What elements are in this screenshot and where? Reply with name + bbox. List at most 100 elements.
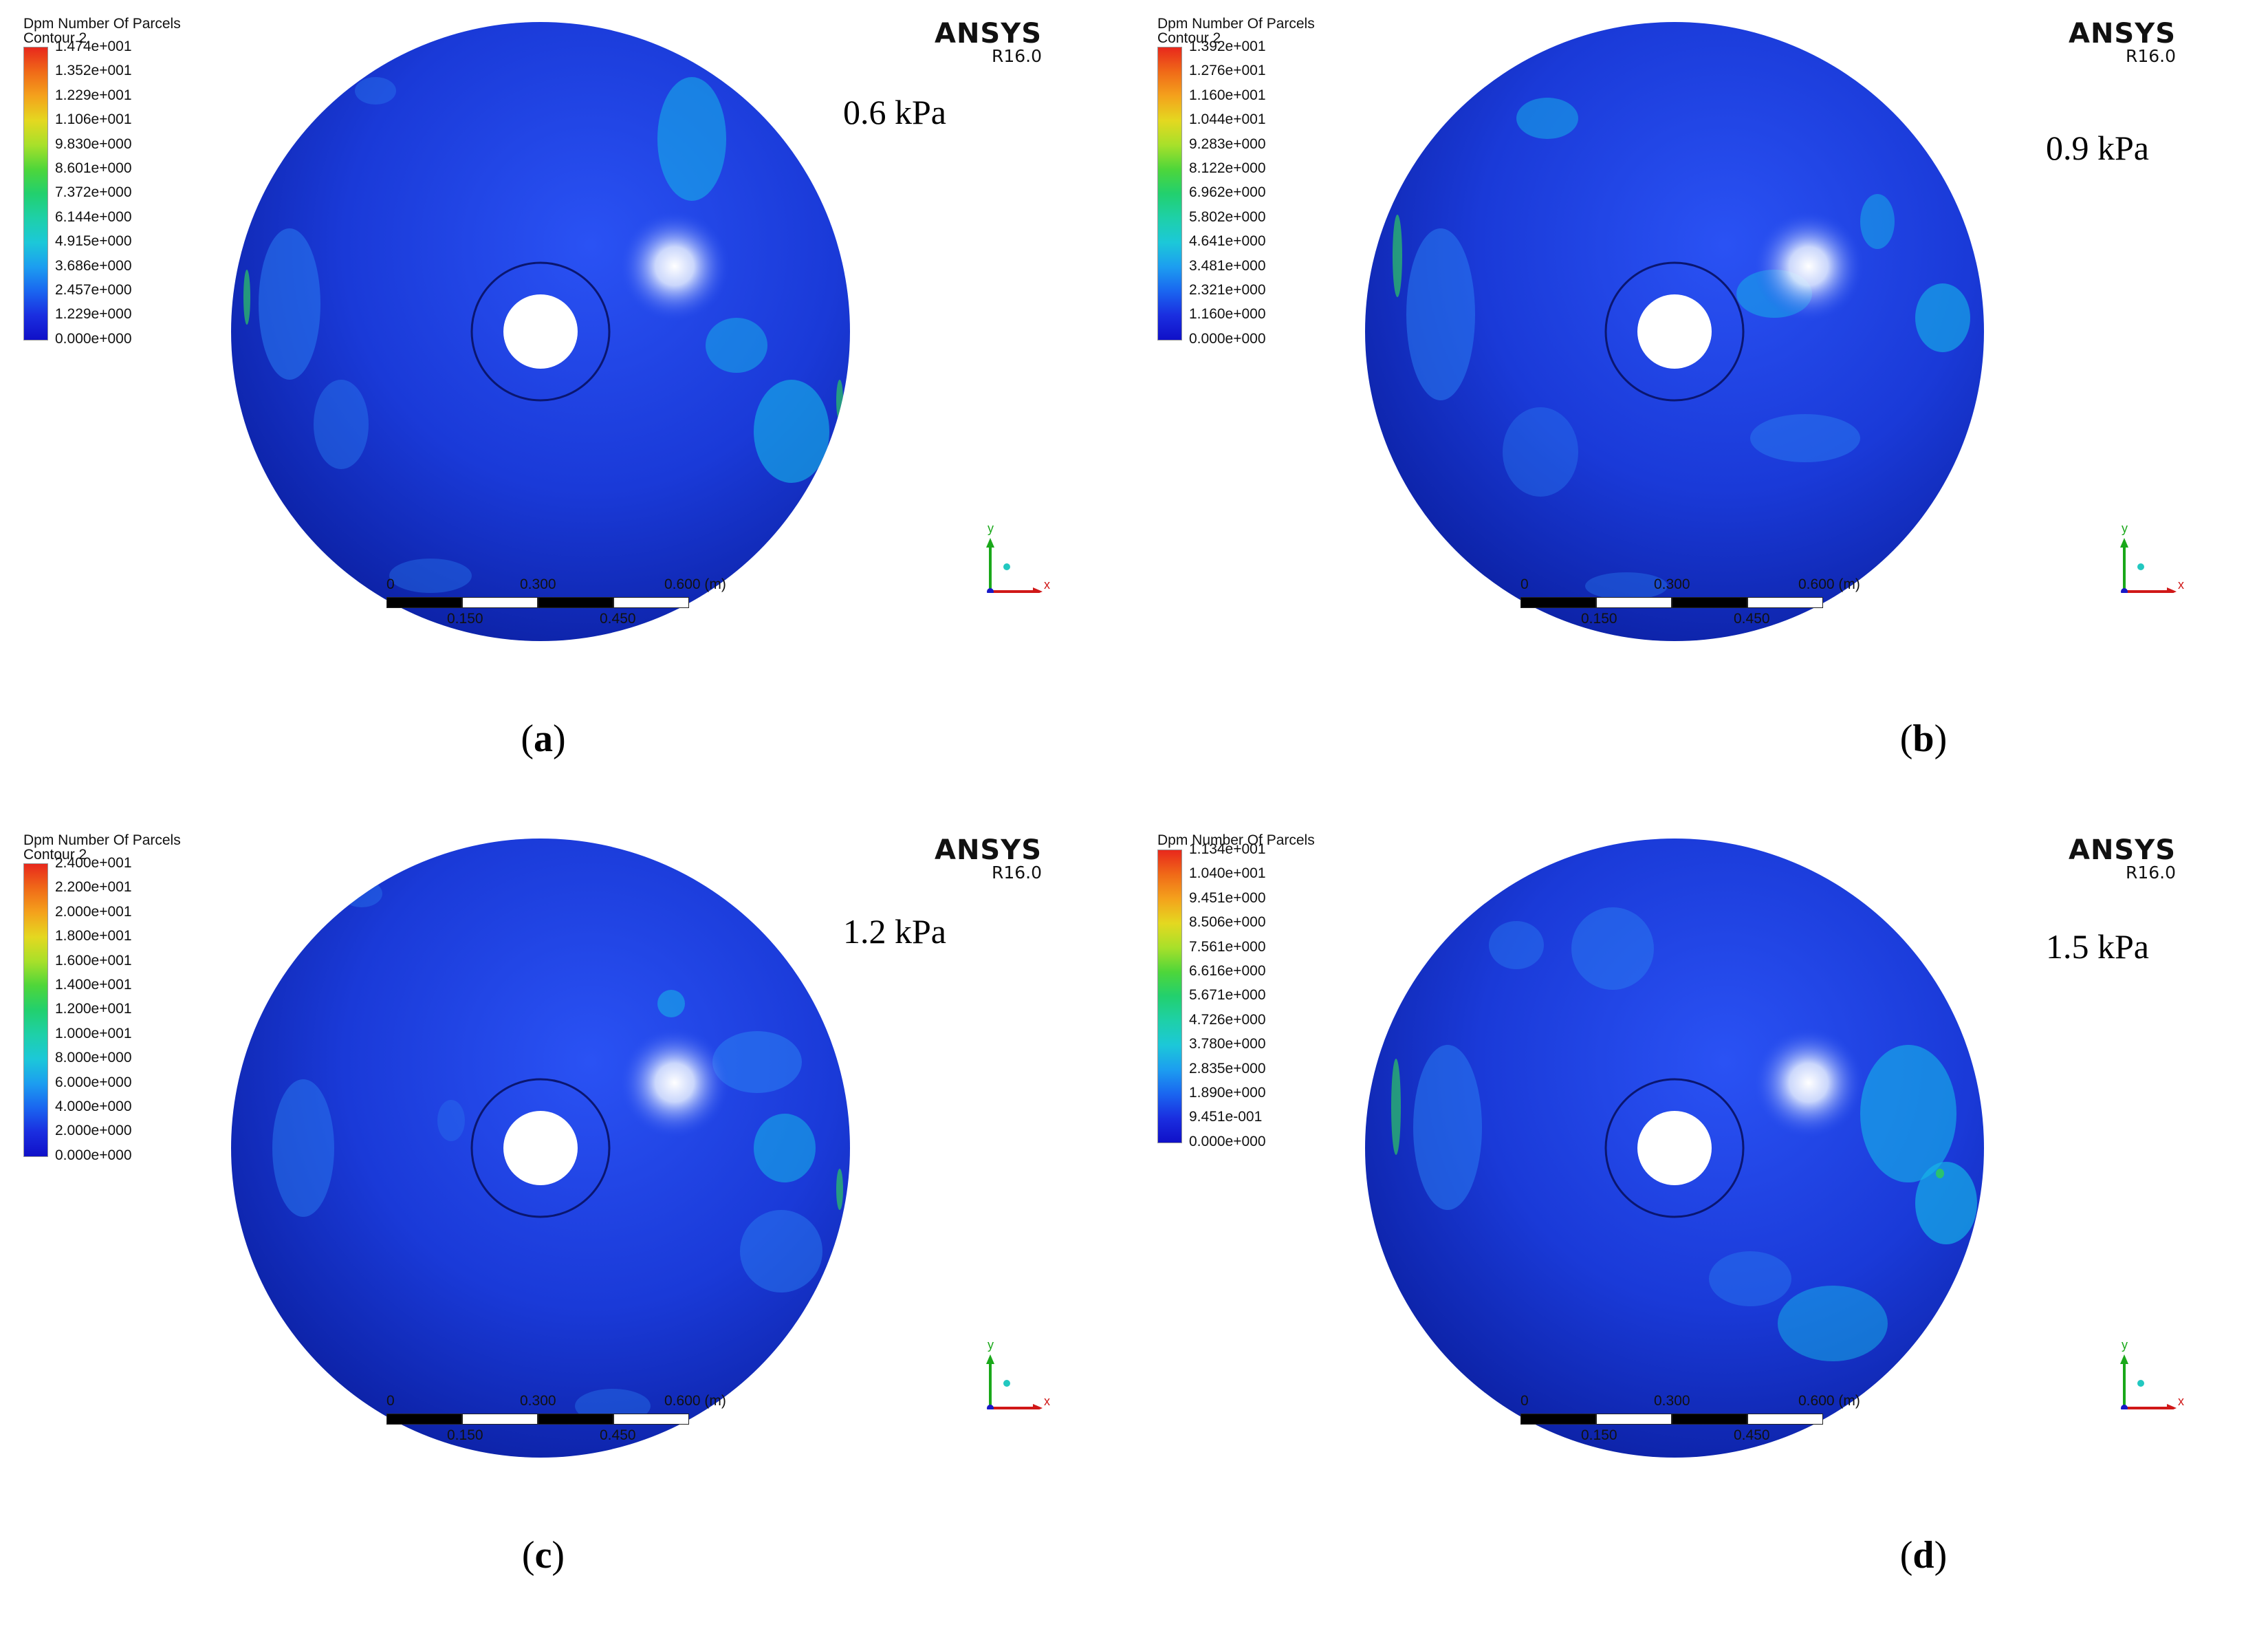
panel-a: Dpm Number Of Parcels Contour 2 1.474e+0… — [0, 0, 1134, 816]
y-axis-arrow — [986, 1354, 994, 1364]
scale-seg-2 — [462, 597, 538, 608]
sphere-contour-image — [1365, 22, 1984, 641]
legend-tick: 6.000e+000 — [55, 1074, 132, 1090]
caption-open: ( — [521, 1534, 535, 1577]
legend-tick: 0.000e+000 — [1189, 1133, 1266, 1149]
legend-tick: 1.392e+001 — [1189, 39, 1266, 54]
contour-patch — [1393, 215, 1402, 297]
legend-subtitle: Contour 2 — [23, 847, 87, 863]
sphere-contour-image — [231, 839, 850, 1458]
caption-close: ) — [553, 717, 566, 760]
legend-tick: 4.915e+000 — [55, 233, 132, 250]
contour-patch — [657, 990, 685, 1017]
inlet-hole — [503, 1111, 578, 1185]
contour-patch — [754, 1114, 816, 1182]
scale-label-0: 0 — [1520, 576, 1529, 592]
contour-patch — [389, 559, 472, 593]
legend-tick: 9.451e+000 — [1189, 889, 1266, 906]
legend-tick: 6.962e+000 — [1189, 184, 1266, 201]
view-center-dot — [1003, 1380, 1010, 1387]
legend-tick: 1.229e+001 — [55, 87, 132, 103]
y-axis-arrow — [2120, 1354, 2128, 1364]
caption-close: ) — [1934, 717, 1948, 760]
legend-tick: 3.686e+000 — [55, 257, 132, 274]
sphere-contour-image — [1365, 839, 1984, 1458]
scale-bar: 0 0.300 0.600 (m) 0.150 0.450 — [1516, 1387, 1874, 1449]
scale-seg-4 — [613, 597, 689, 608]
legend-title: Dpm Number Of Parcels — [23, 832, 181, 848]
legend-tick: 3.481e+000 — [1189, 257, 1266, 274]
legend-tick: 8.506e+000 — [1189, 914, 1266, 931]
legend-ticks: 1.134e+001 1.040e+001 9.451e+000 8.506e+… — [1189, 841, 1266, 1158]
legend-tick: 2.321e+000 — [1189, 281, 1266, 298]
legend-tick: 4.000e+000 — [55, 1098, 132, 1114]
legend-subtitle: Contour 2 — [23, 30, 87, 46]
specular-highlight — [620, 211, 730, 321]
caption-letter: d — [1912, 1534, 1934, 1577]
scale-label-q3: 0.450 — [600, 611, 636, 627]
brand-name: ANSYS — [2068, 18, 2176, 50]
scale-seg-3 — [538, 1414, 613, 1425]
legend-tick: 0.000e+000 — [55, 1147, 132, 1163]
legend-tick: 1.160e+000 — [1189, 306, 1266, 323]
brand-version: R16.0 — [991, 863, 1042, 883]
contour-patch — [1585, 572, 1668, 600]
legend-tick: 1.229e+000 — [55, 306, 132, 323]
panel-caption: (c) — [475, 1533, 612, 1577]
contour-patches — [1391, 907, 1977, 1361]
legend-tick: 1.352e+001 — [55, 63, 132, 79]
legend-tick: 8.000e+000 — [55, 1050, 132, 1066]
contour-patch — [1516, 98, 1578, 139]
legend-tick: 1.800e+001 — [55, 928, 132, 944]
legend-tick: 1.600e+001 — [55, 952, 132, 969]
inlet-ring — [470, 261, 611, 402]
contour-patch — [1860, 194, 1895, 249]
view-center-dot — [2137, 563, 2144, 570]
z-axis-dot — [987, 588, 994, 593]
scale-seg-1 — [386, 597, 462, 608]
specular-highlight — [620, 1028, 730, 1138]
scale-label-0: 0 — [1520, 1393, 1529, 1409]
contour-patch — [243, 270, 250, 325]
scale-label-end: 0.600 (m) — [1798, 1393, 1860, 1409]
pressure-label: 0.9 kPa — [2046, 129, 2149, 167]
contour-patch — [1860, 1045, 1956, 1182]
legend-tick: 0.000e+000 — [1189, 330, 1266, 347]
legend-title: Dpm Number Of Parcels — [1157, 16, 1315, 32]
pressure-label: 0.6 kPa — [843, 93, 946, 131]
z-axis-dot — [2121, 588, 2128, 593]
contour-patch — [1489, 921, 1544, 969]
scale-label-q3: 0.450 — [1734, 1427, 1770, 1443]
legend-tick: 1.400e+001 — [55, 976, 132, 993]
contour-patch — [1406, 228, 1475, 400]
legend-tick: 1.134e+001 — [1189, 841, 1266, 857]
contour-patch — [1778, 1286, 1888, 1361]
inlet-ring — [1604, 1078, 1745, 1218]
x-axis-arrow — [2167, 1404, 2177, 1409]
axis-triad: y x — [2120, 1338, 2184, 1409]
legend-tick: 7.561e+000 — [1189, 938, 1266, 955]
y-axis-arrow — [2120, 538, 2128, 548]
scale-label-q3: 0.450 — [600, 1427, 636, 1443]
legend-subtitle: Contour 2 — [1157, 30, 1221, 46]
brand-name: ANSYS — [934, 18, 1042, 50]
scale-label-mid: 0.300 — [520, 1393, 556, 1409]
scale-seg-2 — [462, 1414, 538, 1425]
scale-seg-2 — [1596, 597, 1672, 608]
contour-patch — [355, 77, 396, 105]
x-axis-label: x — [1044, 1394, 1050, 1408]
contour-patch — [712, 1031, 802, 1093]
ansys-logo: ANSYS R16.0 — [2066, 19, 2176, 65]
legend-tick: 2.835e+000 — [1189, 1060, 1266, 1077]
legend-tick: 1.106e+001 — [55, 111, 132, 128]
caption-open: ( — [521, 717, 534, 760]
legend-ticks: 1.392e+001 1.276e+001 1.160e+001 1.044e+… — [1189, 39, 1266, 356]
x-axis-arrow — [1033, 1404, 1043, 1409]
scale-seg-3 — [1672, 597, 1747, 608]
brand-version: R16.0 — [2125, 46, 2176, 66]
contour-patch — [740, 1210, 822, 1293]
contour-legend: Dpm Number Of Parcels 1.134e+001 1.040e+… — [1157, 833, 1384, 1149]
contour-patch — [706, 318, 767, 373]
scale-seg-4 — [613, 1414, 689, 1425]
ansys-logo: ANSYS R16.0 — [932, 19, 1042, 65]
